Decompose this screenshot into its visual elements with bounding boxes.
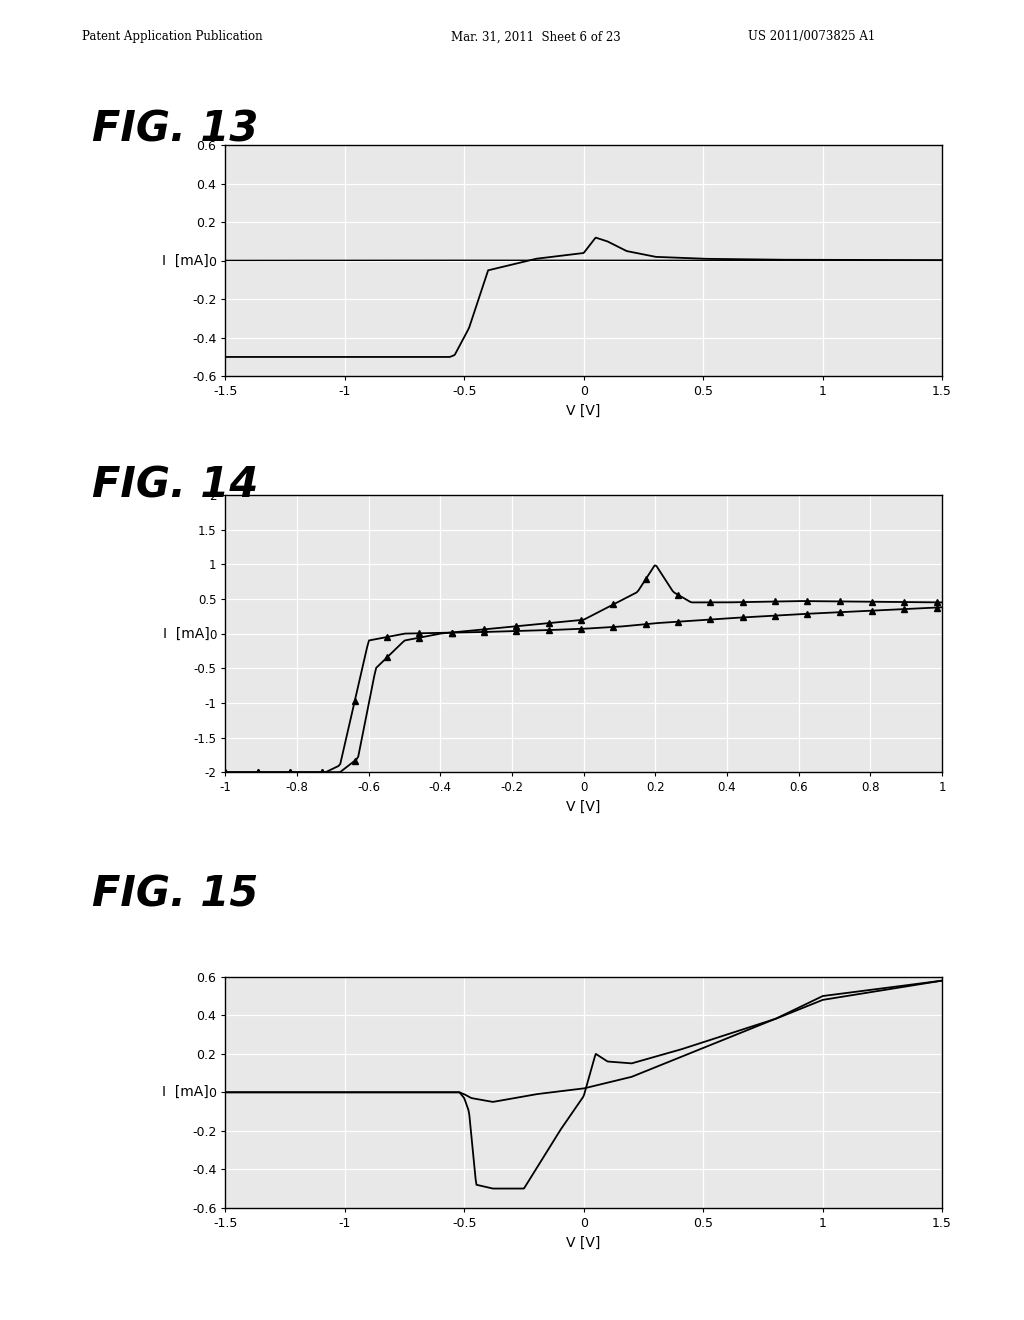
Text: FIG. 15: FIG. 15	[92, 874, 258, 916]
X-axis label: V [V]: V [V]	[566, 404, 601, 418]
X-axis label: V [V]: V [V]	[566, 1236, 601, 1250]
Y-axis label: I  [mA]: I [mA]	[162, 1085, 208, 1100]
Text: Mar. 31, 2011  Sheet 6 of 23: Mar. 31, 2011 Sheet 6 of 23	[451, 30, 621, 44]
Y-axis label: I  [mA]: I [mA]	[162, 253, 208, 268]
Text: FIG. 13: FIG. 13	[92, 108, 258, 150]
X-axis label: V [V]: V [V]	[566, 800, 601, 814]
Text: Patent Application Publication: Patent Application Publication	[82, 30, 262, 44]
Y-axis label: I  [mA]: I [mA]	[163, 627, 210, 640]
Text: FIG. 14: FIG. 14	[92, 465, 258, 507]
Text: US 2011/0073825 A1: US 2011/0073825 A1	[748, 30, 874, 44]
